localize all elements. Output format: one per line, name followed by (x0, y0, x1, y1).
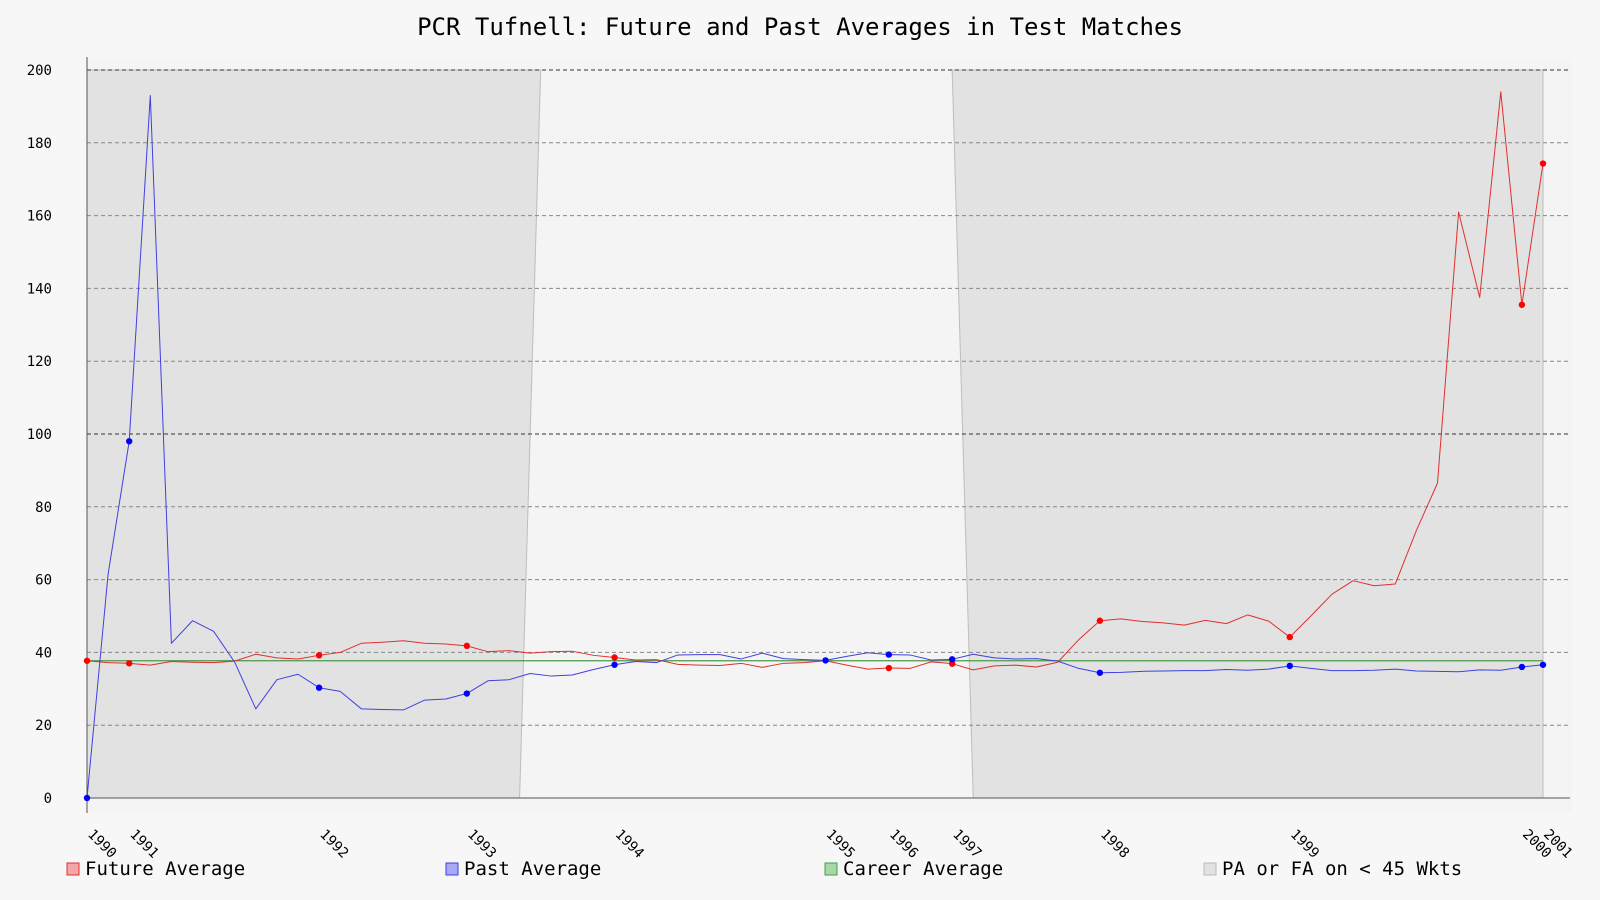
x-tick-label: 1992 (316, 827, 351, 862)
past-average-point (463, 690, 471, 697)
x-tick-label: 1990 (84, 827, 119, 862)
y-tick-label: 0 (44, 791, 52, 807)
future-average-point (315, 652, 323, 659)
chart-title: PCR Tufnell: Future and Past Averages in… (417, 13, 1183, 41)
legend-swatch (1203, 862, 1217, 876)
legend-label: Career Average (843, 858, 1003, 880)
y-tick-label: 180 (27, 136, 52, 152)
future-average-point (1096, 617, 1104, 624)
past-average-point (83, 794, 91, 802)
y-tick-label: 80 (35, 500, 52, 516)
past-average-point (948, 656, 956, 663)
past-average-point (1539, 661, 1547, 668)
x-tick-label: 1991 (126, 827, 161, 862)
x-tick-label: 1993 (464, 827, 499, 862)
legend-swatch (445, 862, 459, 876)
past-average-point (126, 438, 133, 445)
future-average-point (463, 642, 471, 650)
y-tick-label: 120 (27, 354, 52, 370)
past-average-point (611, 661, 618, 668)
legend-label: Past Average (464, 858, 601, 880)
x-tick-label: 1994 (612, 827, 647, 862)
x-tick-label: 1999 (1287, 827, 1322, 862)
x-tick-label: 1998 (1097, 827, 1132, 862)
y-tick-label: 160 (27, 209, 52, 225)
legend-swatch (824, 862, 838, 876)
past-average-point (822, 657, 829, 664)
series-markers (83, 160, 1547, 802)
x-tick-label: 1997 (949, 827, 984, 862)
series-lines (86, 91, 1544, 799)
future-average-point (83, 657, 91, 664)
y-tick-label: 20 (35, 718, 52, 734)
y-tick-label: 140 (27, 281, 52, 297)
past-average-point (315, 684, 323, 691)
y-tick-label: 200 (27, 63, 52, 79)
future-average-point (1518, 301, 1526, 308)
legend-label: PA or FA on < 45 Wkts (1222, 858, 1462, 880)
y-tick-label: 100 (27, 427, 52, 443)
legend-label: Future Average (85, 858, 245, 880)
past-average-point (1518, 663, 1526, 671)
past-average-line (86, 94, 1544, 799)
past-average-point (1286, 662, 1293, 670)
y-tick-label: 60 (35, 573, 52, 589)
past-average-point (1096, 669, 1104, 676)
future-average-point (611, 654, 618, 661)
past-average-point (885, 651, 893, 658)
legend-swatch (66, 862, 80, 876)
y-tick-label: 40 (35, 645, 52, 661)
x-tick-label: 1996 (886, 827, 921, 862)
future-average-point (126, 660, 133, 667)
future-average-line (86, 91, 1544, 671)
legend: Future Average Past Average Career Average… (66, 858, 1462, 880)
future-average-point (885, 664, 893, 672)
future-average-point (1539, 160, 1547, 167)
future-average-point (1286, 633, 1293, 641)
x-tick-label: 1995 (823, 827, 858, 862)
gridlines (87, 69, 1570, 726)
